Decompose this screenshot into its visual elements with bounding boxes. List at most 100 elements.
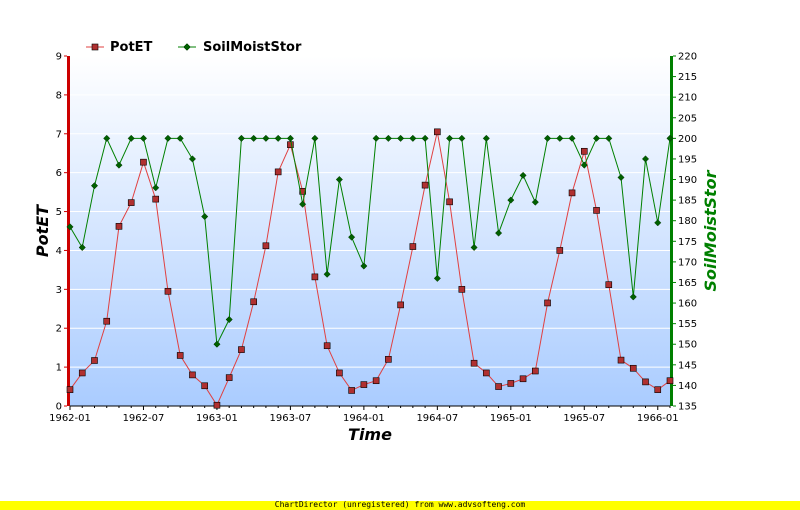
data-point-potet <box>103 317 111 325</box>
data-point-potet <box>348 387 355 394</box>
data-point-potet <box>299 188 306 195</box>
legend-label-potet: PotET <box>110 40 153 55</box>
data-point-soilmoiststor <box>225 315 233 324</box>
data-point-soilmoiststor <box>335 175 343 184</box>
x-axis-tick-label: 1963-01 <box>196 413 238 424</box>
data-point-soilmoiststor <box>127 134 135 142</box>
data-point-soilmoiststor <box>409 134 417 142</box>
left-axis-tick-label: 9 <box>56 52 62 63</box>
data-point-potet <box>189 371 196 379</box>
right-axis-tick-label: 145 <box>678 360 697 371</box>
right-axis-tick-label: 210 <box>678 93 697 104</box>
legend: PotET SoilMoistStor <box>86 40 302 55</box>
data-point-potet <box>164 287 172 295</box>
data-point-soilmoiststor <box>592 134 601 142</box>
legend-marker-diamond-icon <box>183 43 191 51</box>
data-point-potet <box>556 247 564 254</box>
data-point-soilmoiststor <box>323 270 331 278</box>
data-point-soilmoiststor <box>90 182 99 190</box>
data-point-potet <box>519 375 527 383</box>
data-point-potet <box>140 158 147 166</box>
data-point-potet <box>176 352 184 359</box>
data-point-potet <box>421 181 429 189</box>
left-axis-bar <box>67 56 70 406</box>
data-point-potet <box>311 273 319 281</box>
data-point-potet <box>91 357 98 364</box>
data-point-potet <box>336 369 343 377</box>
left-axis-tick-label: 1 <box>56 363 62 374</box>
left-axis-tick-label: 4 <box>56 246 62 257</box>
x-axis-tick-label: 1963-07 <box>270 413 312 424</box>
x-axis-tick-label: 1964-01 <box>343 413 385 424</box>
data-point-soilmoiststor <box>274 134 282 142</box>
x-axis-tick-label: 1964-07 <box>416 413 458 424</box>
data-point-soilmoiststor <box>458 134 466 142</box>
data-point-soilmoiststor <box>188 155 197 163</box>
legend-marker-square-icon <box>91 43 99 51</box>
left-axis-tick-label: 7 <box>56 129 62 140</box>
data-point-potet <box>238 346 245 353</box>
data-point-potet <box>629 364 637 372</box>
data-point-soilmoiststor <box>605 134 613 142</box>
left-axis-tick-label: 5 <box>56 207 62 218</box>
data-point-soilmoiststor <box>470 243 478 252</box>
x-axis-title: Time <box>348 425 392 444</box>
data-point-potet <box>152 195 160 203</box>
data-point-potet <box>532 367 539 375</box>
data-point-potet <box>434 128 441 136</box>
data-point-soilmoiststor <box>641 155 650 163</box>
x-axis-tick-label: 1962-07 <box>123 413 165 424</box>
series-layer <box>66 128 674 409</box>
data-point-potet <box>250 298 257 306</box>
right-axis-tick-label: 200 <box>678 134 697 145</box>
data-point-potet <box>654 386 662 393</box>
data-point-potet <box>544 299 551 307</box>
right-axis-tick-label: 150 <box>678 340 697 351</box>
right-axis-tick-label: 170 <box>678 257 697 268</box>
data-point-soilmoiststor <box>580 161 588 169</box>
data-point-potet <box>458 286 466 293</box>
data-point-soilmoiststor <box>372 134 380 142</box>
data-point-soilmoiststor <box>556 134 564 142</box>
left-axis-tick-label: 6 <box>56 168 62 179</box>
right-axis-bar <box>670 56 673 406</box>
data-point-soilmoiststor <box>152 184 160 192</box>
data-point-soilmoiststor <box>66 223 74 231</box>
footer-bar <box>0 501 800 510</box>
data-point-soilmoiststor <box>299 200 307 208</box>
x-axis-tick-label: 1966-01 <box>637 413 679 424</box>
data-point-soilmoiststor <box>519 171 527 179</box>
right-axis-tick-label: 140 <box>678 381 697 392</box>
data-point-potet <box>617 356 625 364</box>
data-point-potet <box>483 369 490 377</box>
data-point-potet <box>127 199 135 206</box>
data-point-potet <box>372 377 380 385</box>
data-point-soilmoiststor <box>311 134 319 142</box>
data-point-potet <box>470 359 478 367</box>
data-point-potet <box>78 369 86 377</box>
data-point-potet <box>397 301 404 309</box>
data-point-potet <box>507 380 515 387</box>
data-point-soilmoiststor <box>237 134 245 142</box>
data-point-potet <box>580 147 588 155</box>
data-point-soilmoiststor <box>433 274 441 282</box>
footer-text: ChartDirector (unregistered) from www.ad… <box>274 500 526 509</box>
data-point-soilmoiststor <box>262 134 270 142</box>
data-point-soilmoiststor <box>115 161 123 169</box>
data-point-soilmoiststor <box>384 134 392 142</box>
data-point-potet <box>666 377 674 385</box>
data-point-soilmoiststor <box>531 198 539 206</box>
legend-item-potet: PotET <box>86 40 153 55</box>
x-axis-tick-label: 1962-01 <box>49 413 91 424</box>
data-point-soilmoiststor <box>654 219 662 227</box>
right-axis-tick-label: 190 <box>678 175 697 186</box>
x-axis-tick-label: 1965-01 <box>490 413 532 424</box>
right-axis: 135 140 145 150 155 160 165 170 175 180 185 190 195 2… <box>670 52 697 413</box>
data-point-soilmoiststor <box>103 134 111 142</box>
data-point-soilmoiststor <box>446 134 454 142</box>
right-axis-tick-label: 160 <box>678 299 697 310</box>
data-point-soilmoiststor <box>568 134 576 142</box>
legend-item-soilmoiststor: SoilMoistStor <box>178 40 302 55</box>
data-point-soilmoiststor <box>348 233 356 241</box>
data-point-soilmoiststor <box>250 134 258 142</box>
